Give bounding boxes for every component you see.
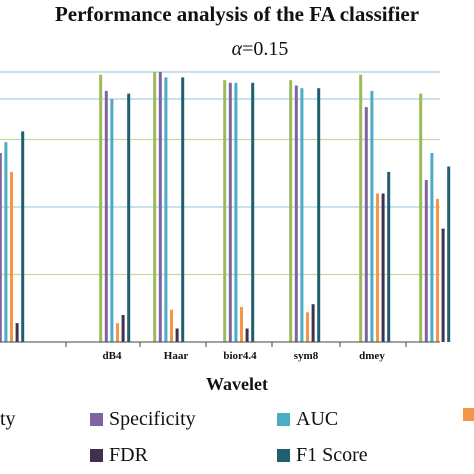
bar xyxy=(300,88,304,342)
bar xyxy=(436,198,439,342)
bar xyxy=(447,166,451,342)
bar xyxy=(110,99,114,342)
x-tick-label: dB4 xyxy=(103,350,122,362)
bar xyxy=(121,315,125,342)
bar xyxy=(381,193,385,342)
bar xyxy=(387,171,391,342)
legend-item-f1-score: F1 Score xyxy=(277,444,368,467)
bar xyxy=(240,306,243,342)
bar xyxy=(164,77,168,343)
bar-chart: dB4 Haar bior4.4 sym8 dmey xyxy=(0,71,451,362)
legend-label: AUC xyxy=(296,408,339,430)
bar xyxy=(370,90,374,343)
bar xyxy=(424,180,428,342)
legend-item-cutoff xyxy=(463,408,474,421)
bar xyxy=(21,131,25,342)
bar xyxy=(245,328,249,342)
bar xyxy=(153,72,157,342)
alpha-value: =0.15 xyxy=(242,38,289,60)
bar xyxy=(306,312,309,342)
legend-label: Specificity xyxy=(109,408,196,430)
legend-item-sensitivity: ty xyxy=(0,408,16,431)
bar xyxy=(289,80,293,342)
legend-label: ty xyxy=(0,408,16,430)
x-axis-label: Wavelet xyxy=(206,374,268,394)
bar xyxy=(441,228,445,342)
x-tick-label: Haar xyxy=(164,350,189,362)
bar xyxy=(170,309,173,342)
x-tick-label: bior4.4 xyxy=(223,350,257,362)
legend-item-auc: AUC xyxy=(277,408,338,431)
bar xyxy=(234,82,238,343)
bar xyxy=(430,153,434,342)
legend-swatch xyxy=(90,449,103,462)
bar xyxy=(364,107,368,342)
chart-subtitle: α=0.15 xyxy=(0,38,474,61)
bar xyxy=(419,93,423,342)
alpha-symbol: α xyxy=(231,38,243,60)
bar xyxy=(116,323,119,342)
bar xyxy=(376,193,379,342)
legend-label: FDR xyxy=(109,444,148,466)
bar xyxy=(359,74,363,342)
legend-swatch xyxy=(463,408,474,421)
bar xyxy=(317,88,321,342)
legend-swatch xyxy=(277,413,290,426)
bar xyxy=(127,93,131,342)
bar xyxy=(0,153,2,342)
legend-swatch xyxy=(90,413,103,426)
bar xyxy=(10,171,13,342)
bar xyxy=(228,82,232,343)
bar xyxy=(311,304,315,342)
bar xyxy=(181,77,185,343)
legend-item-fdr: FDR xyxy=(90,444,148,467)
bar xyxy=(251,82,255,343)
bar xyxy=(223,80,227,342)
legend-label: F1 Score xyxy=(296,444,368,466)
bar xyxy=(294,85,298,342)
bar xyxy=(99,74,103,342)
legend-item-specificity: Specificity xyxy=(90,408,196,431)
legend-swatch xyxy=(277,449,290,462)
bar xyxy=(175,328,179,342)
chart-title: Performance analysis of the FA classifie… xyxy=(54,2,420,26)
bar xyxy=(104,90,108,343)
bar xyxy=(15,323,19,342)
x-tick-label: sym8 xyxy=(294,350,319,362)
bar xyxy=(4,142,8,342)
bar xyxy=(158,72,162,342)
x-tick-label: dmey xyxy=(359,350,385,362)
